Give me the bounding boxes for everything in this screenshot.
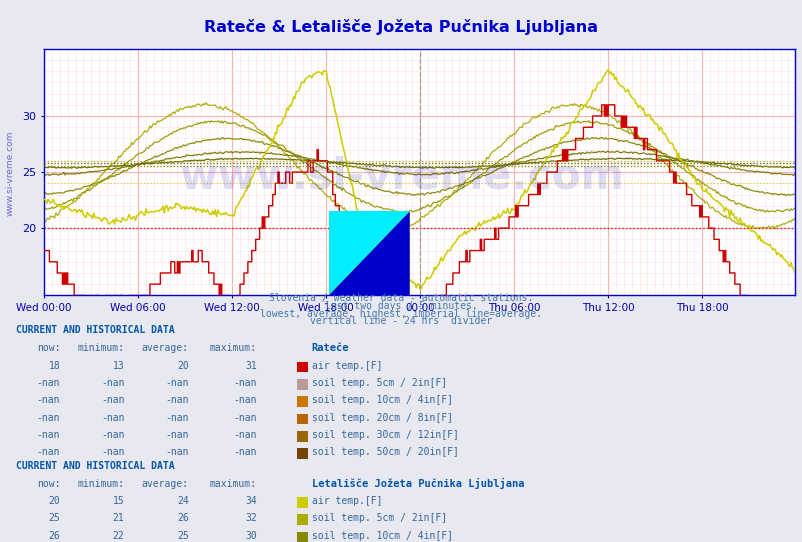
Text: 26: 26 — [48, 531, 60, 541]
Text: soil temp. 10cm / 4in[F]: soil temp. 10cm / 4in[F] — [311, 531, 452, 541]
Text: minimum:: minimum: — [77, 343, 124, 353]
Text: 25: 25 — [48, 513, 60, 524]
Text: last two days / 5 minutes.: last two days / 5 minutes. — [325, 301, 477, 311]
Text: www.si-vreme.com: www.si-vreme.com — [5, 131, 14, 216]
Text: Slovenia / weather data - automatic stations.: Slovenia / weather data - automatic stat… — [269, 293, 533, 304]
Text: -nan: -nan — [165, 430, 188, 440]
Text: -nan: -nan — [233, 378, 257, 388]
Text: maximum:: maximum: — [209, 479, 257, 489]
Text: 24: 24 — [176, 496, 188, 506]
Text: 31: 31 — [245, 360, 257, 371]
Text: 20: 20 — [176, 360, 188, 371]
Text: -nan: -nan — [37, 430, 60, 440]
Text: vertical line - 24 hrs  divider: vertical line - 24 hrs divider — [310, 316, 492, 326]
Text: 20: 20 — [48, 496, 60, 506]
Text: -nan: -nan — [165, 447, 188, 457]
Text: now:: now: — [37, 343, 60, 353]
Bar — [328, 211, 409, 295]
Text: -nan: -nan — [101, 378, 124, 388]
Text: -nan: -nan — [165, 412, 188, 423]
Text: soil temp. 50cm / 20in[F]: soil temp. 50cm / 20in[F] — [311, 447, 458, 457]
Text: -nan: -nan — [37, 378, 60, 388]
Text: average:: average: — [141, 479, 188, 489]
Text: -nan: -nan — [37, 447, 60, 457]
Text: now:: now: — [37, 479, 60, 489]
Text: -nan: -nan — [37, 412, 60, 423]
Text: 18: 18 — [48, 360, 60, 371]
Text: air temp.[F]: air temp.[F] — [311, 360, 382, 371]
Text: 32: 32 — [245, 513, 257, 524]
Text: 26: 26 — [176, 513, 188, 524]
Text: 15: 15 — [112, 496, 124, 506]
Text: Letališče Jožeta Pučnika Ljubljana: Letališče Jožeta Pučnika Ljubljana — [311, 478, 524, 489]
Text: -nan: -nan — [101, 447, 124, 457]
Text: www.si-vreme.com: www.si-vreme.com — [179, 155, 623, 197]
Text: CURRENT AND HISTORICAL DATA: CURRENT AND HISTORICAL DATA — [16, 461, 175, 471]
Text: 30: 30 — [245, 531, 257, 541]
Text: -nan: -nan — [165, 378, 188, 388]
Text: soil temp. 20cm / 8in[F]: soil temp. 20cm / 8in[F] — [311, 412, 452, 423]
Polygon shape — [328, 211, 409, 295]
Text: -nan: -nan — [101, 430, 124, 440]
Text: -nan: -nan — [233, 412, 257, 423]
Text: 25: 25 — [176, 531, 188, 541]
Text: Rateče & Letališče Jožeta Pučnika Ljubljana: Rateče & Letališče Jožeta Pučnika Ljublj… — [205, 19, 597, 35]
Text: soil temp. 5cm / 2in[F]: soil temp. 5cm / 2in[F] — [311, 513, 446, 524]
Text: lowest, average, highest, imperial line=average.: lowest, average, highest, imperial line=… — [260, 308, 542, 319]
Text: -nan: -nan — [233, 447, 257, 457]
Text: minimum:: minimum: — [77, 479, 124, 489]
Text: -nan: -nan — [165, 395, 188, 405]
Text: soil temp. 30cm / 12in[F]: soil temp. 30cm / 12in[F] — [311, 430, 458, 440]
Text: average:: average: — [141, 343, 188, 353]
Text: -nan: -nan — [233, 395, 257, 405]
Text: maximum:: maximum: — [209, 343, 257, 353]
Text: 22: 22 — [112, 531, 124, 541]
Text: soil temp. 5cm / 2in[F]: soil temp. 5cm / 2in[F] — [311, 378, 446, 388]
Text: -nan: -nan — [233, 430, 257, 440]
Text: -nan: -nan — [101, 412, 124, 423]
Text: air temp.[F]: air temp.[F] — [311, 496, 382, 506]
Text: 34: 34 — [245, 496, 257, 506]
Polygon shape — [328, 211, 409, 295]
Text: 21: 21 — [112, 513, 124, 524]
Text: -nan: -nan — [101, 395, 124, 405]
Text: CURRENT AND HISTORICAL DATA: CURRENT AND HISTORICAL DATA — [16, 325, 175, 335]
Text: Rateče: Rateče — [311, 343, 349, 353]
Text: soil temp. 10cm / 4in[F]: soil temp. 10cm / 4in[F] — [311, 395, 452, 405]
Text: -nan: -nan — [37, 395, 60, 405]
Text: 13: 13 — [112, 360, 124, 371]
